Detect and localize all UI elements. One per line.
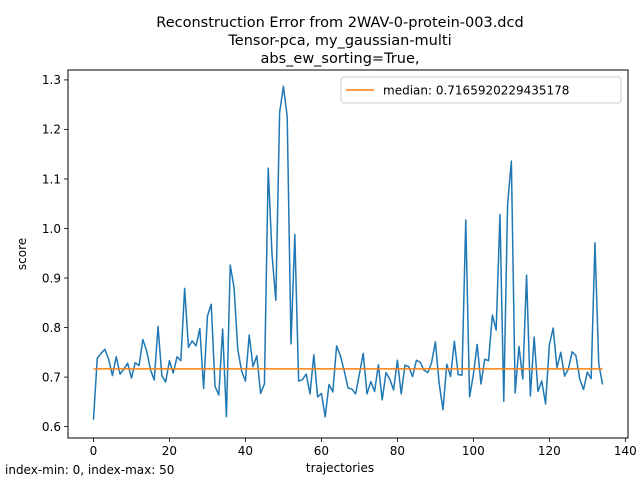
chart-title-line-2: Tensor-pca, my_gaussian-multi: [227, 33, 451, 49]
y-tick-label: 0.7: [42, 370, 61, 384]
x-tick-label: 40: [238, 444, 253, 458]
y-tick-label: 1.1: [42, 172, 61, 186]
y-tick-label: 1.0: [42, 222, 61, 236]
axes-frame: [67, 69, 629, 439]
plot-area: 0 20 40 60 80 100 120 140 0.6 0.7 0.8 0.9 1.0 1.1 1.2…: [42, 69, 637, 458]
x-tick-label: 0: [90, 444, 98, 458]
x-tick-label: 140: [614, 444, 637, 458]
y-tick-label: 0.6: [42, 420, 61, 434]
footer-note: index-min: 0, index-max: 50: [5, 463, 174, 477]
x-tick-label: 20: [162, 444, 177, 458]
legend: median: 0.7165920229435178: [340, 76, 622, 104]
x-tick-label: 80: [390, 444, 405, 458]
x-axis-label: trajectories: [306, 461, 374, 475]
score-series-line: [92, 85, 604, 420]
legend-median-label: median: 0.7165920229435178: [383, 84, 569, 98]
chart-title: Reconstruction Error from 2WAV-0-protein…: [156, 15, 523, 67]
x-tick-label: 100: [462, 444, 485, 458]
y-tick-label: 1.3: [42, 73, 61, 87]
y-tick-label: 0.9: [42, 271, 61, 285]
chart-title-line-1: Reconstruction Error from 2WAV-0-protein…: [156, 15, 523, 31]
chart-title-line-3: abs_ew_sorting=True,: [261, 51, 420, 67]
y-tick-label: 0.8: [42, 321, 61, 335]
x-tick-label: 120: [538, 444, 561, 458]
y-axis-label: score: [15, 238, 29, 270]
x-axis-ticks: 0 20 40 60 80 100 120 140: [90, 438, 637, 458]
legend-box: [340, 76, 622, 104]
series-layer: [92, 85, 604, 420]
y-tick-label: 1.2: [42, 123, 61, 137]
y-axis-ticks: 0.6 0.7 0.8 0.9 1.0 1.1 1.2 1.3: [42, 73, 68, 434]
x-tick-label: 60: [314, 444, 329, 458]
